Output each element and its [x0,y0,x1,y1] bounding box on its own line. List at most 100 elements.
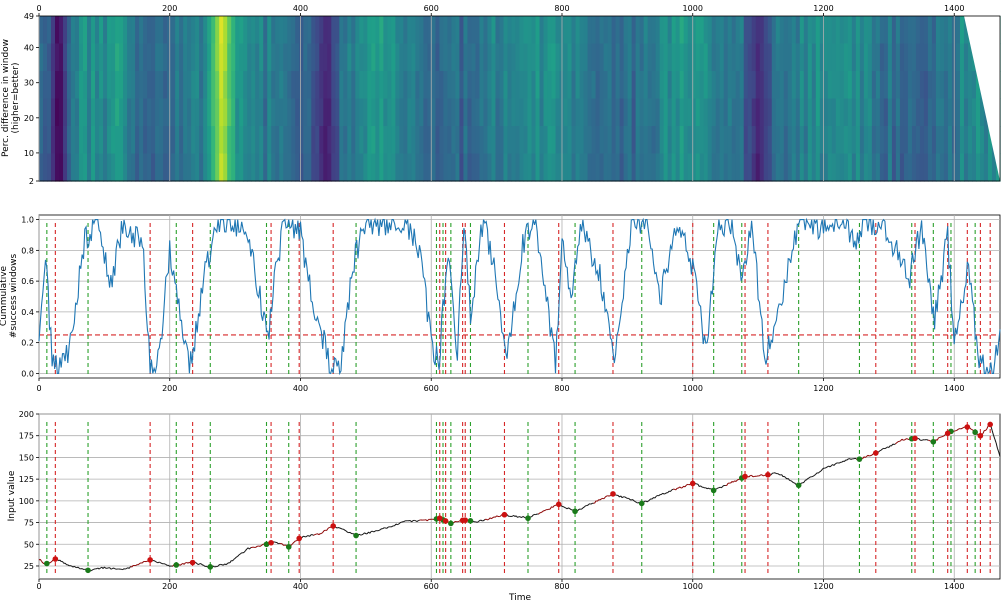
input-series-segment [500,514,503,517]
input-series-segment [806,478,809,481]
heatmap-cell [119,43,124,72]
heatmap-cell [791,153,797,182]
heatmap-cell [839,16,845,45]
heatmap-cell [431,43,437,72]
heatmap-cell [931,98,937,127]
heatmap-cell [183,126,188,155]
heatmap-cell [127,126,132,155]
input-series-segment [128,566,131,569]
heatmap-cell [635,71,641,100]
heatmap-cell [287,98,292,127]
input-series-segment [995,442,998,449]
heatmap-cell [447,98,453,127]
heatmap-cell [663,153,669,182]
heatmap-cell [699,16,705,45]
heatmap-cell [651,43,657,72]
heatmap-cell [487,43,493,72]
heatmap-cell [311,16,316,45]
heatmap-cell [199,16,204,45]
heatmap-cell [291,153,296,182]
heatmap-cell [219,126,224,155]
heatmap-cell [183,153,188,182]
input-series-segment [322,530,325,533]
heatmap-cell [387,153,392,182]
heatmap-cell [359,16,364,45]
heatmap-cell [703,71,709,100]
heatmap-cell [819,43,825,72]
heatmap-cell [667,71,673,100]
heatmap-cell [335,126,340,155]
buy-marker [795,482,802,489]
input-series-segment [982,430,985,434]
heatmap-cell [971,71,977,100]
y-tick-label: 0.6 [21,277,34,286]
heatmap-cell [83,153,88,182]
input-series-segment [731,481,734,483]
heatmap-cell [483,16,489,45]
heatmap-cell [75,126,80,155]
heatmap-cell [351,153,356,182]
input-series-segment [523,516,526,519]
heatmap-cell [319,71,324,100]
heatmap-cell [875,153,881,182]
heatmap-cell [303,43,308,72]
heatmap-cell [711,98,717,127]
heatmap-cell [403,71,408,100]
heatmap-cell [879,16,885,45]
input-series-segment [155,560,157,563]
heatmap-cell [179,126,184,155]
heatmap-cell [707,71,713,100]
heatmap-cell [819,126,825,155]
heatmap-cell [555,153,561,182]
heatmap-cell [955,98,961,127]
heatmap-cell [639,98,645,127]
heatmap-cell [551,98,557,127]
x-tick-label: 0 [36,582,41,591]
x-tick-label: 1400 [944,384,964,393]
heatmap-cell [555,43,561,72]
heatmap-cell [779,153,785,182]
heatmap-cell [339,98,344,127]
heatmap-cell [859,43,865,72]
heatmap-cell [563,126,569,155]
heatmap-cell [383,71,388,100]
input-series-segment [587,503,590,506]
heatmap-cell [171,16,176,45]
heatmap-cell [359,153,364,182]
input-series-segment [229,560,232,564]
heatmap-cell [739,153,745,182]
heatmap-cell [775,71,781,100]
heatmap-cell [359,98,364,127]
heatmap-cell [927,43,933,72]
heatmap-cell [687,126,693,155]
heatmap-cell [475,43,481,72]
heatmap-cell [595,98,601,127]
input-series-segment [888,445,891,448]
input-series-segment [364,532,367,535]
heatmap-cell [67,98,72,127]
heatmap-cell [759,16,765,45]
heatmap-cell [379,153,384,182]
input-series-segment [735,479,738,482]
heatmap-cell [855,16,861,45]
heatmap-cell [183,16,188,45]
heatmap-cell [215,126,220,155]
heatmap-cell [175,98,180,127]
heatmap-cell [963,126,969,155]
heatmap-cell [123,126,128,155]
heatmap-cell [179,98,184,127]
heatmap-cell [959,126,965,155]
input-series-segment [317,533,320,536]
heatmap-cell [307,153,312,182]
heatmap-cell [719,153,725,182]
heatmap-cell [715,16,721,45]
buy-marker [353,532,359,539]
heatmap-cell [255,153,260,182]
heatmap-cell [855,71,861,100]
input-series-segment [761,474,764,477]
heatmap-cell [311,43,316,72]
heatmap-cell [695,43,701,72]
input-series-segment [604,495,607,498]
sell-marker [296,535,302,542]
input-series-segment [667,490,670,493]
